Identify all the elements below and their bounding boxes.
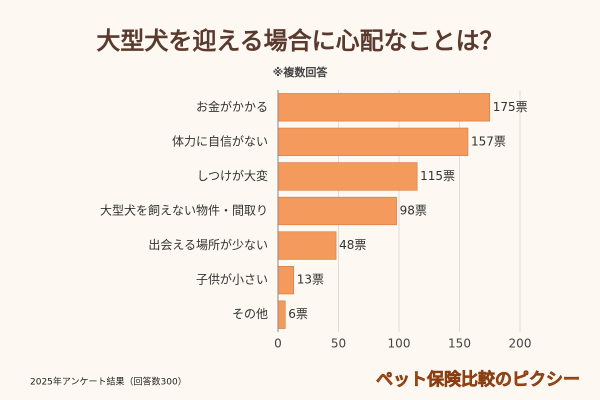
bar [277, 162, 418, 191]
value-label: 6票 [288, 307, 308, 321]
y-tick-label: その他 [232, 307, 268, 321]
bar [277, 231, 337, 260]
value-label: 115票 [420, 169, 455, 183]
value-label: 157票 [471, 134, 506, 148]
bar [277, 300, 286, 329]
value-label: 175票 [493, 100, 528, 114]
footnote: 2025年アンケート結果（回答数300） [30, 376, 187, 388]
y-tick-label: 体力に自信がない [172, 133, 268, 148]
value-label: 48票 [339, 238, 366, 252]
x-tick-label: 0 [274, 337, 282, 351]
bar [277, 266, 295, 295]
bar [277, 196, 397, 226]
bar [277, 93, 491, 122]
chart-title: 大型犬を迎える場合に心配なことは？ [96, 27, 503, 55]
x-tick-label: 150 [448, 337, 471, 351]
chart-subtitle: ※複数回答 [273, 65, 329, 79]
y-tick-label: 出会える場所が少ない [148, 237, 268, 252]
y-tick-label: 子供が小さい [196, 272, 268, 287]
y-tick-label: しつけが大変 [197, 168, 268, 183]
value-label: 98票 [400, 204, 427, 218]
y-tick-label: お金がかかる [196, 99, 268, 114]
brand: ペット保険比較のピクシー [376, 369, 580, 390]
x-tick-label: 100 [388, 337, 411, 351]
value-label: 13票 [297, 273, 324, 287]
y-tick-label: 大型犬を飼えない物件・間取り [100, 203, 268, 218]
x-tick-label: 50 [331, 337, 346, 351]
bar [277, 127, 469, 156]
x-tick-label: 200 [509, 337, 532, 351]
